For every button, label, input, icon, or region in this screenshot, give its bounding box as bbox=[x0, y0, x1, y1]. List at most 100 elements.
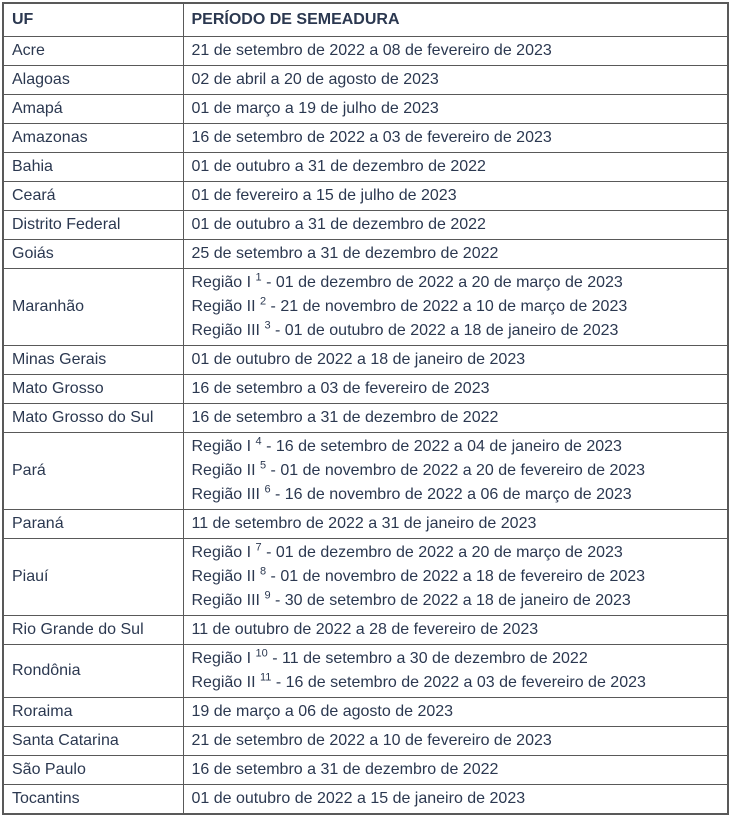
period-cell: 01 de outubro de 2022 a 15 de janeiro de… bbox=[182, 784, 729, 815]
uf-cell: Bahia bbox=[2, 152, 184, 182]
period-cell: 11 de outubro de 2022 a 28 de fevereiro … bbox=[182, 615, 729, 645]
period-cell: 19 de março a 06 de agosto de 2023 bbox=[182, 697, 729, 727]
table-body: Acre 21 de setembro de 2022 a 08 de fever… bbox=[2, 36, 729, 815]
uf-cell: Roraima bbox=[2, 697, 184, 727]
period-line: 11 de setembro de 2022 a 31 de janeiro d… bbox=[191, 515, 537, 532]
period-cell: 21 de setembro de 2022 a 10 de fevereiro… bbox=[182, 726, 729, 756]
period-cell: 02 de abril a 20 de agosto de 2023 bbox=[182, 65, 729, 95]
period-line: 19 de março a 06 de agosto de 2023 bbox=[191, 703, 454, 720]
table-row: Maranhão Região I 1 - 01 de dezembro de 2… bbox=[2, 268, 729, 346]
period-line: 11 de outubro de 2022 a 28 de fevereiro … bbox=[191, 621, 539, 638]
period-column-header: PERÍODO DE SEMEADURA bbox=[182, 2, 729, 37]
period-line: 16 de setembro de 2022 a 03 de fevereiro… bbox=[191, 129, 552, 146]
period-line: Região III 9 - 30 de setembro de 2022 a … bbox=[191, 589, 631, 609]
period-cell: Região I 4 - 16 de setembro de 2022 a 04… bbox=[182, 432, 729, 510]
table-row: Distrito Federal 01 de outubro a 31 de de… bbox=[2, 210, 729, 240]
uf-cell: Paraná bbox=[2, 509, 184, 539]
period-cell: 11 de setembro de 2022 a 31 de janeiro d… bbox=[182, 509, 729, 539]
table-row: Alagoas 02 de abril a 20 de agosto de 202… bbox=[2, 65, 729, 95]
region-footnote-number: 9 bbox=[264, 589, 271, 602]
period-line: 01 de fevereiro a 15 de julho de 2023 bbox=[191, 187, 457, 204]
uf-cell: Minas Gerais bbox=[2, 345, 184, 375]
period-line: Região I 7 - 01 de dezembro de 2022 a 20… bbox=[191, 541, 623, 561]
period-cell: 01 de outubro de 2022 a 18 de janeiro de… bbox=[182, 345, 729, 375]
table-row: Piauí Região I 7 - 01 de dezembro de 2022… bbox=[2, 538, 729, 616]
table-row: Bahia 01 de outubro a 31 de dezembro de 2… bbox=[2, 152, 729, 182]
uf-cell: Mato Grosso do Sul bbox=[2, 403, 184, 433]
table-row: Rio Grande do Sul 11 de outubro de 2022 a… bbox=[2, 615, 729, 645]
period-line: Região II 5 - 01 de novembro de 2022 a 2… bbox=[191, 459, 646, 479]
table-header-row: UF PERÍODO DE SEMEADURA bbox=[2, 2, 729, 37]
uf-cell: Rio Grande do Sul bbox=[2, 615, 184, 645]
period-line: 01 de março a 19 de julho de 2023 bbox=[191, 100, 439, 117]
period-cell: 16 de setembro de 2022 a 03 de fevereiro… bbox=[182, 123, 729, 153]
uf-cell: Pará bbox=[2, 432, 184, 510]
period-line: Região II 2 - 21 de novembro de 2022 a 1… bbox=[191, 295, 628, 315]
table-row: Mato Grosso 16 de setembro a 03 de fevere… bbox=[2, 374, 729, 404]
period-cell: 25 de setembro a 31 de dezembro de 2022 bbox=[182, 239, 729, 269]
period-line: Região III 3 - 01 de outubro de 2022 a 1… bbox=[191, 319, 619, 339]
period-line: Região II 11 - 16 de setembro de 2022 a … bbox=[191, 671, 646, 691]
table-row: Amazonas 16 de setembro de 2022 a 03 de f… bbox=[2, 123, 729, 153]
period-line: Região I 4 - 16 de setembro de 2022 a 04… bbox=[191, 435, 622, 455]
uf-cell: Goiás bbox=[2, 239, 184, 269]
period-line: 25 de setembro a 31 de dezembro de 2022 bbox=[191, 245, 499, 262]
period-line: 16 de setembro a 31 de dezembro de 2022 bbox=[191, 761, 499, 778]
period-cell: Região I 1 - 01 de dezembro de 2022 a 20… bbox=[182, 268, 729, 346]
region-footnote-number: 7 bbox=[255, 541, 262, 554]
period-line: Região I 1 - 01 de dezembro de 2022 a 20… bbox=[191, 271, 623, 291]
period-line: 21 de setembro de 2022 a 08 de fevereiro… bbox=[191, 42, 552, 59]
uf-cell: Mato Grosso bbox=[2, 374, 184, 404]
region-footnote-number: 5 bbox=[259, 459, 267, 472]
period-line: 01 de outubro de 2022 a 18 de janeiro de… bbox=[191, 351, 526, 368]
table-row: Santa Catarina 21 de setembro de 2022 a 1… bbox=[2, 726, 729, 756]
uf-cell: São Paulo bbox=[2, 755, 184, 785]
period-cell: 16 de setembro a 03 de fevereiro de 2023 bbox=[182, 374, 729, 404]
period-line: Região I 10 - 11 de setembro a 30 de dez… bbox=[191, 647, 588, 667]
uf-column-header: UF bbox=[2, 2, 184, 37]
uf-cell: Acre bbox=[2, 36, 184, 66]
uf-cell: Ceará bbox=[2, 181, 184, 211]
uf-cell: Piauí bbox=[2, 538, 184, 616]
period-line: 21 de setembro de 2022 a 10 de fevereiro… bbox=[191, 732, 552, 749]
region-footnote-number: 3 bbox=[264, 319, 271, 332]
uf-cell: Santa Catarina bbox=[2, 726, 184, 756]
table-row: Tocantins 01 de outubro de 2022 a 15 de j… bbox=[2, 784, 729, 815]
period-line: Região III 6 - 16 de novembro de 2022 a … bbox=[191, 483, 632, 503]
period-line: 01 de outubro de 2022 a 15 de janeiro de… bbox=[191, 790, 526, 807]
uf-cell: Alagoas bbox=[2, 65, 184, 95]
region-footnote-number: 1 bbox=[255, 271, 262, 284]
table-row: Goiás 25 de setembro a 31 de dezembro de … bbox=[2, 239, 729, 269]
table-row: Acre 21 de setembro de 2022 a 08 de fever… bbox=[2, 36, 729, 66]
period-cell: Região I 10 - 11 de setembro a 30 de dez… bbox=[182, 644, 729, 698]
period-line: Região II 8 - 01 de novembro de 2022 a 1… bbox=[191, 565, 646, 585]
table-row: Amapá 01 de março a 19 de julho de 2023 bbox=[2, 94, 729, 124]
region-footnote-number: 6 bbox=[264, 483, 271, 496]
uf-cell: Amapá bbox=[2, 94, 184, 124]
uf-cell: Maranhão bbox=[2, 268, 184, 346]
region-footnote-number: 4 bbox=[255, 435, 262, 448]
region-footnote-number: 10 bbox=[255, 647, 268, 660]
uf-cell: Amazonas bbox=[2, 123, 184, 153]
period-line: 16 de setembro a 31 de dezembro de 2022 bbox=[191, 409, 499, 426]
table-row: Paraná 11 de setembro de 2022 a 31 de jan… bbox=[2, 509, 729, 539]
uf-cell: Distrito Federal bbox=[2, 210, 184, 240]
period-cell: 01 de fevereiro a 15 de julho de 2023 bbox=[182, 181, 729, 211]
region-footnote-number: 11 bbox=[259, 671, 272, 684]
period-line: 01 de outubro a 31 de dezembro de 2022 bbox=[191, 216, 486, 233]
table-row: Ceará 01 de fevereiro a 15 de julho de 20… bbox=[2, 181, 729, 211]
period-cell: 16 de setembro a 31 de dezembro de 2022 bbox=[182, 403, 729, 433]
period-line: 16 de setembro a 03 de fevereiro de 2023 bbox=[191, 380, 490, 397]
period-line: 02 de abril a 20 de agosto de 2023 bbox=[191, 71, 439, 88]
period-cell: 01 de março a 19 de julho de 2023 bbox=[182, 94, 729, 124]
table-row: São Paulo 16 de setembro a 31 de dezembro… bbox=[2, 755, 729, 785]
table-row: Mato Grosso do Sul 16 de setembro a 31 de… bbox=[2, 403, 729, 433]
uf-cell: Rondônia bbox=[2, 644, 184, 698]
table-row: Roraima 19 de março a 06 de agosto de 202… bbox=[2, 697, 729, 727]
table-row: Minas Gerais 01 de outubro de 2022 a 18 d… bbox=[2, 345, 729, 375]
period-cell: 16 de setembro a 31 de dezembro de 2022 bbox=[182, 755, 729, 785]
region-footnote-number: 8 bbox=[259, 565, 267, 578]
region-footnote-number: 2 bbox=[259, 295, 267, 308]
